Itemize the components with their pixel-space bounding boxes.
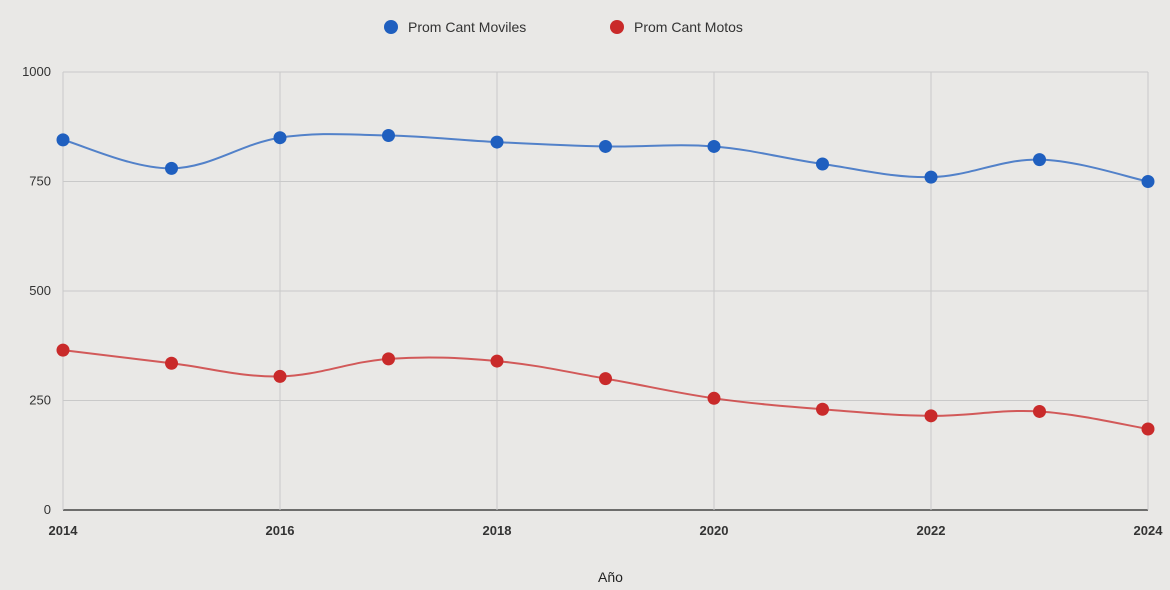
data-point-prom-cant-moviles <box>1141 175 1155 188</box>
y-tick-label: 1000 <box>22 64 51 79</box>
y-tick-label: 250 <box>29 393 51 408</box>
data-point-prom-cant-moviles <box>816 157 829 171</box>
x-tick-label: 2024 <box>1134 523 1164 538</box>
data-point-prom-cant-motos <box>165 356 178 370</box>
axes: 0 250 500 750 1000 2014 2016 2018 2020 2022 2024 <box>22 64 1163 538</box>
x-axis-title: Año <box>598 569 623 585</box>
y-tick-label: 750 <box>29 174 51 189</box>
x-tick-label: 2022 <box>917 523 946 538</box>
data-point-prom-cant-motos <box>1141 422 1155 436</box>
series-points <box>56 129 1155 436</box>
x-tick-label: 2020 <box>700 523 729 538</box>
x-tick-label: 2016 <box>266 523 295 538</box>
data-point-prom-cant-motos <box>273 369 287 383</box>
x-tick-label: 2014 <box>49 523 79 538</box>
data-point-prom-cant-motos <box>56 343 70 357</box>
y-tick-label: 500 <box>29 283 51 298</box>
legend-label: Prom Cant Moviles <box>408 19 526 35</box>
legend-marker <box>610 20 624 34</box>
data-point-prom-cant-motos <box>599 372 612 386</box>
data-point-prom-cant-moviles <box>382 129 395 143</box>
series-line-prom-cant-motos <box>62 349 1149 430</box>
data-point-prom-cant-moviles <box>924 170 938 184</box>
data-point-prom-cant-motos <box>382 352 395 366</box>
data-point-prom-cant-moviles <box>490 135 504 149</box>
legend-label: Prom Cant Motos <box>634 19 743 35</box>
data-point-prom-cant-moviles <box>56 133 70 147</box>
gridlines <box>62 71 1149 511</box>
data-point-prom-cant-moviles <box>273 131 287 145</box>
data-point-prom-cant-moviles <box>599 139 612 153</box>
legend: Prom Cant Moviles Prom Cant Motos <box>384 19 743 35</box>
data-point-prom-cant-moviles <box>1033 153 1046 167</box>
y-tick-label: 0 <box>44 502 51 517</box>
data-point-prom-cant-moviles <box>165 161 178 175</box>
data-point-prom-cant-motos <box>707 391 721 405</box>
legend-marker <box>384 20 398 34</box>
data-point-prom-cant-moviles <box>707 139 721 153</box>
data-point-prom-cant-motos <box>490 354 504 368</box>
data-point-prom-cant-motos <box>1033 404 1046 418</box>
data-point-prom-cant-motos <box>924 409 938 423</box>
data-point-prom-cant-motos <box>816 402 829 416</box>
x-tick-label: 2018 <box>483 523 512 538</box>
